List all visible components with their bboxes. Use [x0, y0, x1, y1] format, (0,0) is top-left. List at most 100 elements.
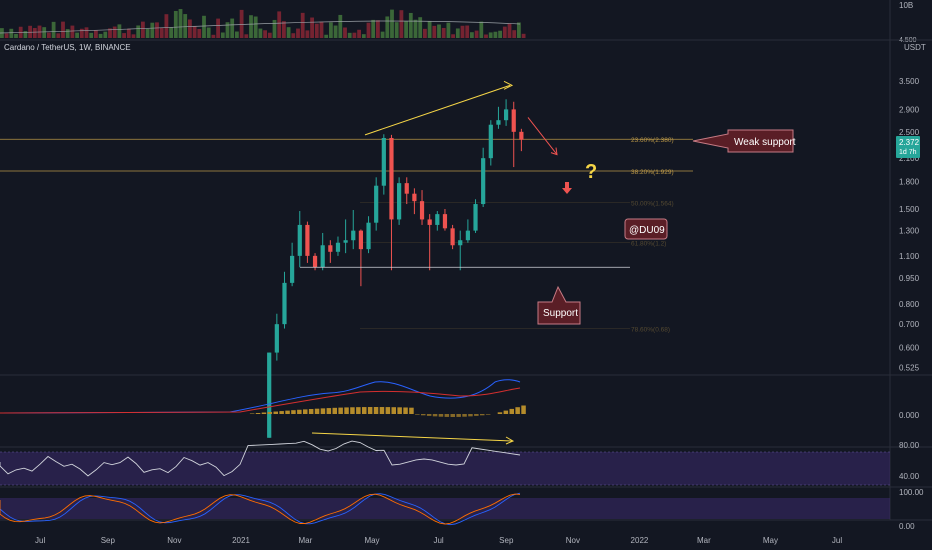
price-tick-8: 1.100 [899, 252, 920, 261]
price-trend-line [364, 84, 511, 136]
candle-body-8 [328, 245, 333, 252]
candle-body-31 [503, 109, 509, 121]
fib-label-2: 50.00%(1.564) [631, 201, 674, 208]
volume-tick-0: 10B [899, 1, 913, 10]
support-label: Support [543, 308, 578, 319]
price-tick-11: 0.700 [899, 320, 920, 329]
symbol-title: Cardano / TetherUS, 1W, BINANCE [4, 43, 131, 52]
svg-text:2.372: 2.372 [899, 138, 920, 147]
candle-body-1 [274, 324, 279, 353]
down-projection-line [527, 117, 558, 155]
price-tick-4: 2.100 [899, 154, 920, 163]
weak-support-label: Weak support [734, 137, 796, 148]
candle-body-25 [458, 240, 463, 246]
candle-body-15 [381, 137, 386, 186]
rsi-divergence-line [311, 432, 513, 442]
rsi-line [0, 440, 521, 477]
candle-body-3 [290, 255, 295, 283]
candle-body-23 [442, 214, 448, 229]
rsi-pane: 80.00 40.00 [0, 432, 920, 486]
price-tick-2: 2.900 [899, 105, 920, 114]
price-tick-6: 1.500 [899, 205, 920, 214]
quote-unit-label: USDT [904, 43, 926, 52]
candle-body-24 [450, 228, 455, 246]
fib-label-1: 38.20%(1.929) [631, 169, 674, 176]
time-tick-3: 2021 [232, 536, 250, 545]
signal-line [0, 387, 521, 414]
time-tick-11: May [763, 536, 778, 545]
macd-line [0, 379, 521, 414]
candle-body-4 [297, 224, 302, 256]
time-axis[interactable]: Jul Sep Nov 2021 Mar May Jul Sep Nov 2022 Mar May Ju… [35, 536, 842, 545]
time-tick-10: Mar [697, 536, 711, 545]
down-projection-arrowhead [550, 147, 558, 156]
price-tick-10: 0.800 [899, 300, 920, 309]
price-tick-9: 0.950 [899, 274, 920, 283]
stoch-tick-0: 100.00 [899, 488, 924, 497]
stoch-tick-1: 0.00 [899, 522, 915, 531]
candle-body-20 [419, 201, 425, 220]
support-callout[interactable]: Support [537, 285, 581, 325]
stochastic-rsi-pane: 100.00 0.00 [0, 488, 924, 531]
svg-text:1d 7h: 1d 7h [899, 149, 917, 156]
candle-body-33 [519, 131, 524, 140]
time-tick-0: Jul [35, 536, 45, 545]
price-trend-arrowhead [503, 80, 514, 90]
trend-drawings[interactable] [300, 80, 630, 268]
candle-body-32 [511, 109, 516, 132]
time-tick-4: Mar [299, 536, 313, 545]
time-tick-2: Nov [167, 536, 181, 545]
candle-body-12 [358, 230, 363, 250]
fib-label-3: 61.80%(1.2) [631, 241, 666, 248]
candle-body-22 [435, 214, 440, 225]
time-tick-9: 2022 [631, 536, 649, 545]
candle-body-2 [282, 282, 287, 325]
candle-body-13 [366, 222, 371, 250]
candle-body-29 [488, 124, 493, 159]
price-tick-7: 1.300 [899, 227, 920, 236]
candle-body-6 [312, 255, 318, 268]
time-tick-7: Sep [499, 536, 514, 545]
svg-text:@DU09: @DU09 [629, 225, 665, 236]
price-tick-5: 1.800 [899, 177, 920, 186]
question-mark: ? [585, 161, 597, 183]
stoch-band [0, 498, 890, 519]
price-axis[interactable]: 3.500 2.900 2.500 2.100 1.800 1.500 1.300 1.100… [899, 77, 920, 373]
time-tick-1: Sep [101, 536, 116, 545]
rsi-divergence-arrowhead [505, 436, 515, 445]
candle-body-11 [351, 230, 356, 241]
time-tick-12: Jul [832, 536, 842, 545]
rsi-tick-1: 40.00 [899, 472, 920, 481]
price-tick-12: 0.600 [899, 343, 920, 352]
candle-body-19 [412, 193, 417, 202]
down-arrow-icon [562, 182, 572, 194]
fib-label-4: 78.60%(0.68) [631, 327, 670, 334]
candle-body-27 [473, 204, 478, 231]
weak-support-callout[interactable]: Weak support [692, 129, 796, 153]
last-price-tag: 2.372 1d 7h [896, 136, 920, 158]
macd-pane: 0.000 [0, 379, 920, 420]
candle-body-7 [320, 245, 325, 268]
volume-pane: 10B4.500 [0, 1, 917, 44]
candle-body-17 [397, 183, 402, 220]
price-tick-3: 2.500 [899, 128, 920, 137]
fibonacci-retracement[interactable]: 23.60%(2.380) 38.20%(1.929) 50.00%(1.564) 6… [0, 137, 693, 334]
time-tick-6: Jul [433, 536, 443, 545]
price-grid [0, 0, 932, 521]
stoch-k-line [0, 492, 521, 526]
candlestick-series [267, 99, 524, 438]
macd-tick-0: 0.000 [899, 411, 920, 420]
stoch-d-line [0, 493, 521, 525]
rsi-tick-0: 80.00 [899, 441, 920, 450]
time-tick-8: Nov [566, 536, 580, 545]
price-tick-1: 3.500 [899, 77, 920, 86]
candle-body-28 [481, 158, 486, 205]
price-tick-13: 0.525 [899, 364, 920, 373]
candle-body-14 [374, 185, 379, 223]
candle-body-26 [465, 230, 470, 241]
candle-body-0 [267, 352, 272, 438]
candle-body-10 [343, 240, 348, 243]
rsi-band [0, 452, 890, 485]
candle-body-5 [305, 224, 310, 256]
